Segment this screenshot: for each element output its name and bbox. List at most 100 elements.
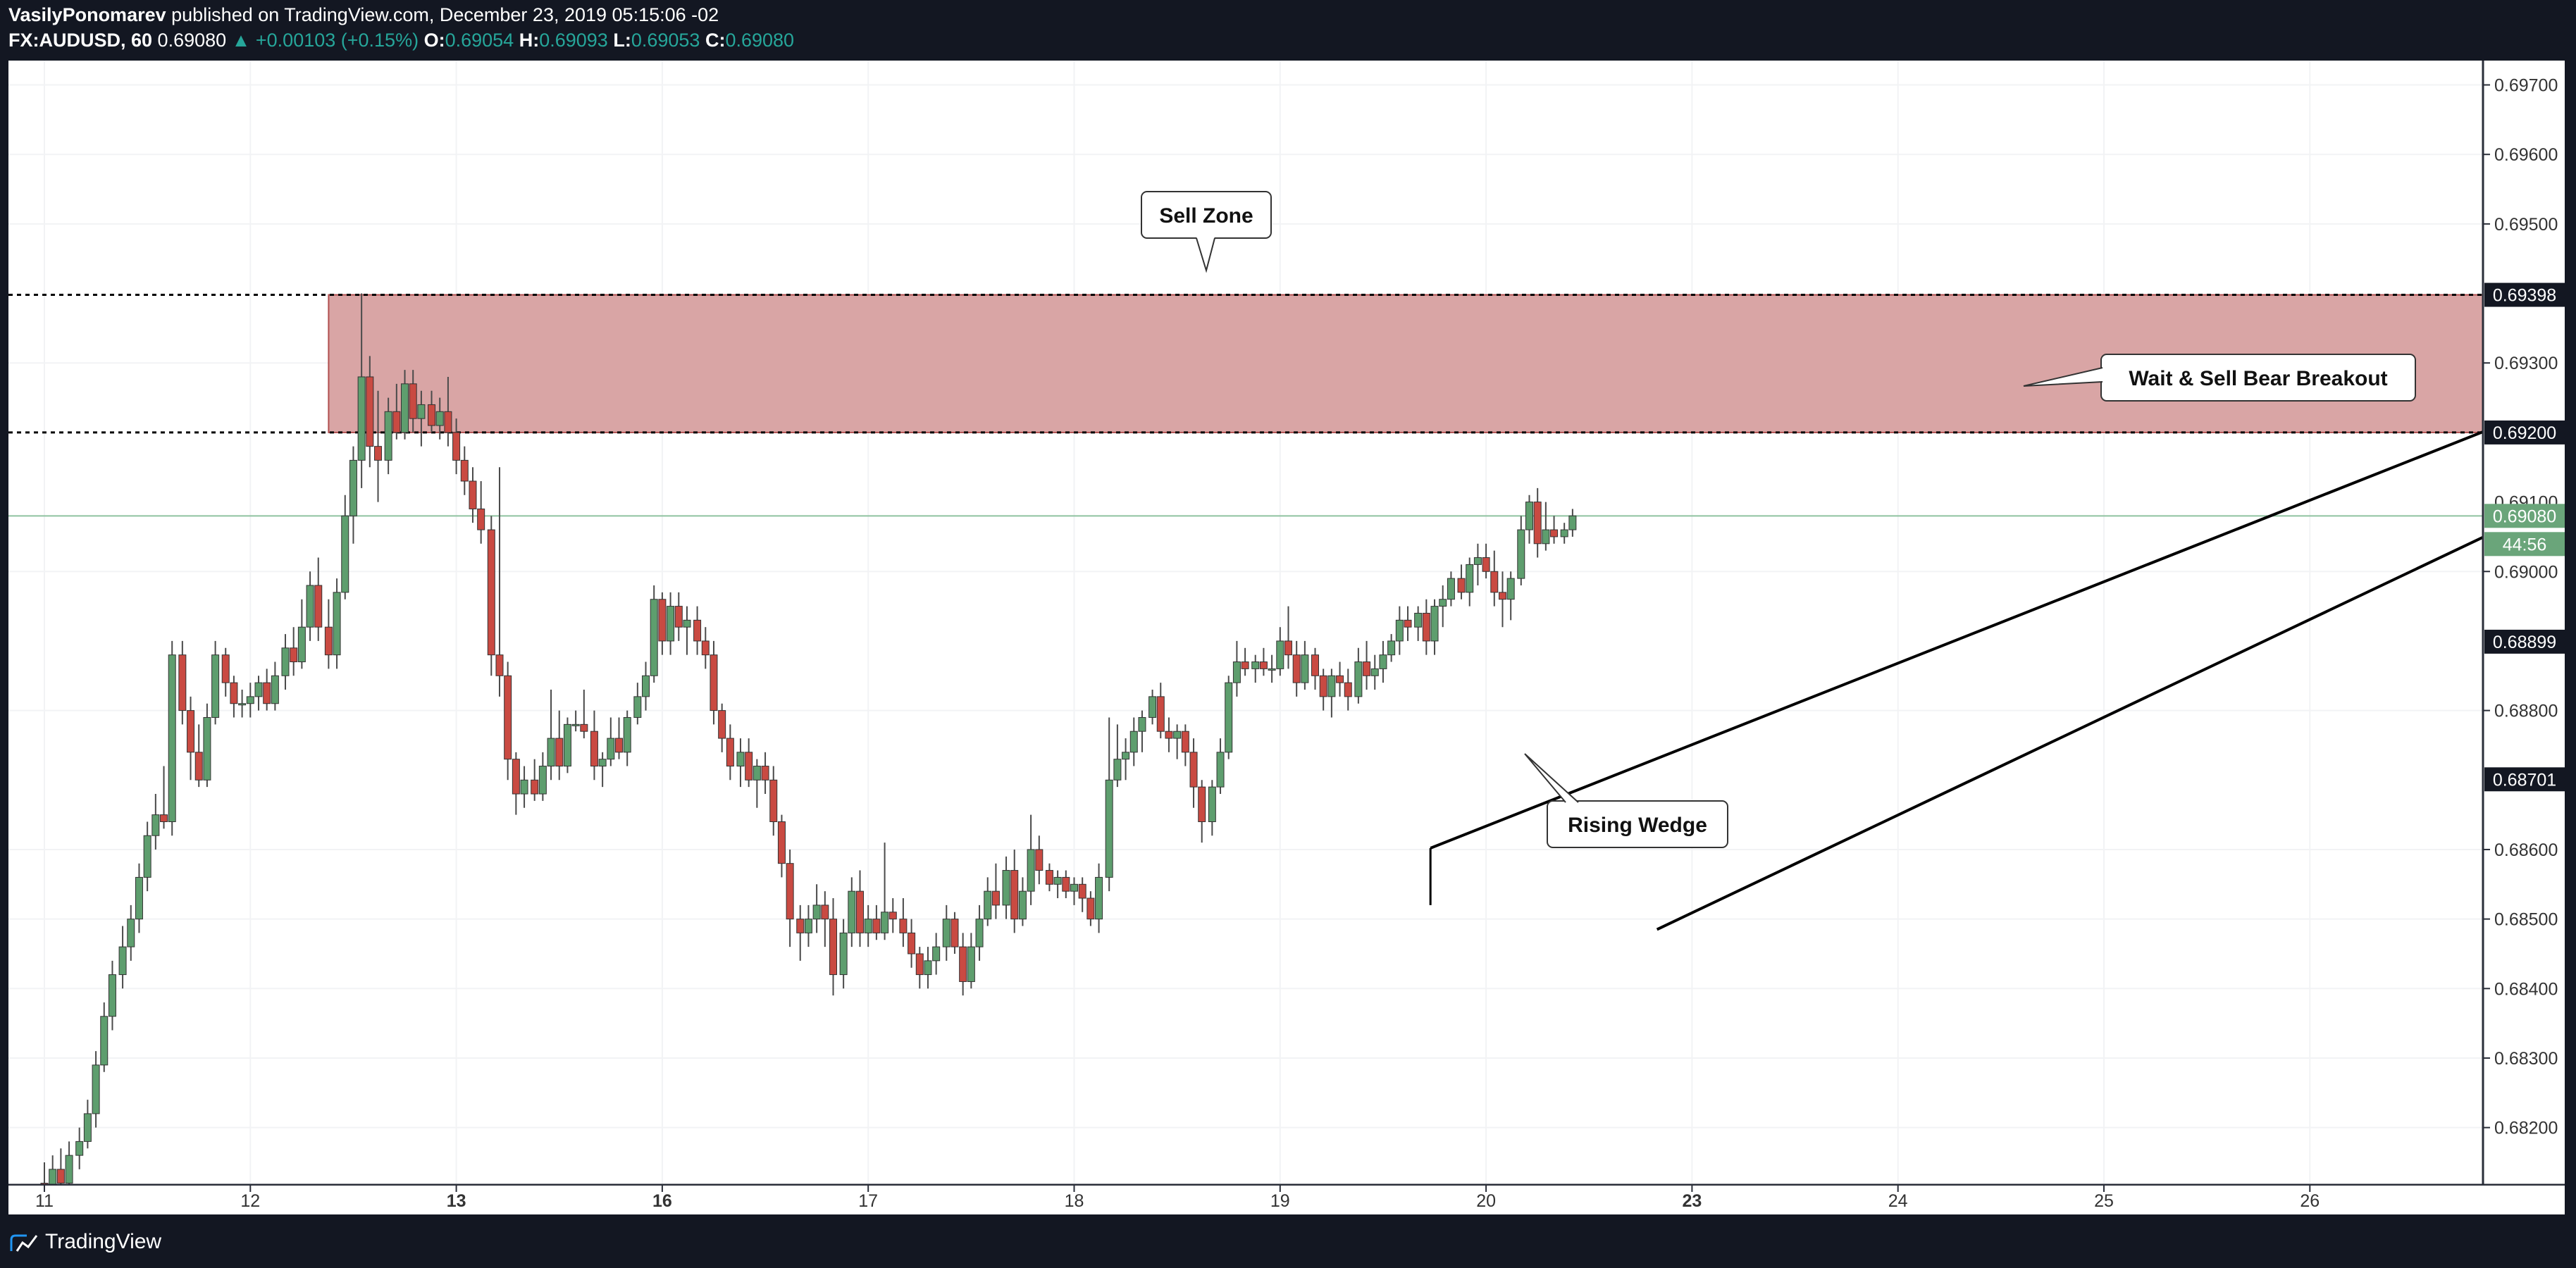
candle-up [168, 654, 176, 822]
candle-down [555, 738, 564, 767]
candle-up [1105, 779, 1113, 878]
high-value: 0.69093 [539, 30, 608, 51]
candle-down [487, 529, 495, 656]
candle-up [1173, 731, 1182, 739]
candle-up [1268, 668, 1276, 671]
candle-up [864, 919, 872, 933]
candle-down [590, 731, 598, 767]
candle-up [254, 682, 263, 697]
candle-up [547, 738, 555, 767]
badge-0.68701-bg [2484, 767, 2565, 792]
x-tick-label: 19 [1270, 1191, 1290, 1211]
candle-down [1010, 870, 1019, 920]
x-tick-label: 13 [447, 1191, 466, 1211]
candle-up [1395, 619, 1404, 642]
y-tick-label: 0.69700 [2494, 76, 2558, 96]
candle-down [1344, 682, 1352, 697]
candle-up [1138, 716, 1146, 732]
candle-down [718, 710, 726, 739]
candle-up [1129, 731, 1138, 753]
wait-sell-callout-pointer [2023, 367, 2103, 387]
candle-up [75, 1140, 84, 1156]
candle-down [1422, 612, 1430, 642]
ohlc-legend: FX:AUDUSD, 60 0.69080 ▲ +0.00103 (+0.15%… [8, 30, 794, 51]
candle-down [1319, 675, 1327, 697]
brand-name[interactable]: TradingView [45, 1230, 162, 1253]
candle-down [1241, 661, 1249, 669]
candle-up [1232, 661, 1241, 683]
candle-down [1533, 502, 1542, 545]
candle-down [160, 814, 168, 822]
candle-up [1276, 640, 1284, 669]
symbol-label[interactable]: FX:AUDUSD, 60 [8, 30, 153, 51]
candle-down [1181, 731, 1189, 753]
frame-right [2565, 61, 2576, 1214]
x-tick-label: 25 [2094, 1191, 2114, 1211]
candle-up [1542, 529, 1550, 545]
candle-up [538, 766, 547, 795]
candle-up [1568, 515, 1577, 530]
candle-up [633, 696, 642, 718]
x-tick-label: 24 [1888, 1191, 1908, 1211]
candle-down [1404, 619, 1412, 628]
chart-footer: TradingView [0, 1214, 2576, 1268]
candle-down [230, 682, 238, 704]
candle-up [1525, 502, 1533, 530]
candle-up [1560, 529, 1568, 537]
rising-wedge-callout: Rising Wedge [1524, 753, 1728, 848]
candle-up [92, 1064, 100, 1114]
candle-up [607, 738, 615, 760]
candles-layer [40, 293, 1577, 1212]
publisher-name[interactable]: VasilyPonomarev [8, 4, 166, 25]
candle-down [1336, 675, 1344, 683]
frame-left [0, 61, 8, 1214]
candle-up [1148, 696, 1157, 718]
x-tick-label: 20 [1476, 1191, 1496, 1211]
candle-up [417, 404, 426, 419]
candle-up [118, 946, 127, 976]
candle-up [571, 723, 580, 726]
candle-up [246, 696, 254, 704]
open-value: 0.69054 [445, 30, 514, 51]
rising-wedge-callout-pointer [1524, 753, 1579, 803]
candle-down [856, 890, 865, 933]
candle-up [1466, 564, 1474, 593]
publish-info: VasilyPonomarev published on TradingView… [8, 4, 719, 26]
wedge-lower-line [1656, 491, 2576, 931]
candle-up [238, 703, 247, 706]
candle-up [435, 411, 444, 426]
candle-down [1311, 654, 1319, 676]
candle-down [959, 946, 967, 982]
candle-up [598, 759, 607, 767]
candle-down [187, 710, 195, 753]
candle-up [942, 919, 950, 947]
candle-down [1045, 870, 1053, 885]
y-tick-label: 0.69300 [2494, 354, 2558, 373]
candle-down [908, 932, 916, 955]
candle-up [563, 723, 571, 767]
candle-up [1506, 578, 1515, 600]
candle-up [1216, 752, 1225, 788]
badge-countdown: 44:56 [2503, 535, 2547, 554]
candle-up [984, 890, 992, 920]
candle-down [428, 404, 436, 426]
candle-up [1122, 752, 1130, 760]
candle-down [1189, 752, 1198, 788]
tradingview-logo-icon[interactable] [8, 1230, 39, 1257]
badge-0.69200: 0.69200 [2493, 423, 2556, 443]
candle-up [1414, 612, 1423, 628]
candle-up [812, 905, 821, 920]
badge-0.68899: 0.68899 [2493, 633, 2556, 652]
candle-down [701, 640, 710, 656]
candle-up [520, 779, 528, 795]
candle-up [349, 459, 357, 516]
candle-down [1490, 571, 1499, 593]
candle-up [804, 919, 812, 933]
price-change: ▲ +0.00103 (+0.15%) [231, 30, 419, 51]
candle-up [1301, 654, 1309, 683]
y-tick-label: 0.69000 [2494, 562, 2558, 582]
candle-down [726, 738, 734, 767]
candle-down [821, 905, 829, 920]
candle-down [745, 752, 753, 781]
